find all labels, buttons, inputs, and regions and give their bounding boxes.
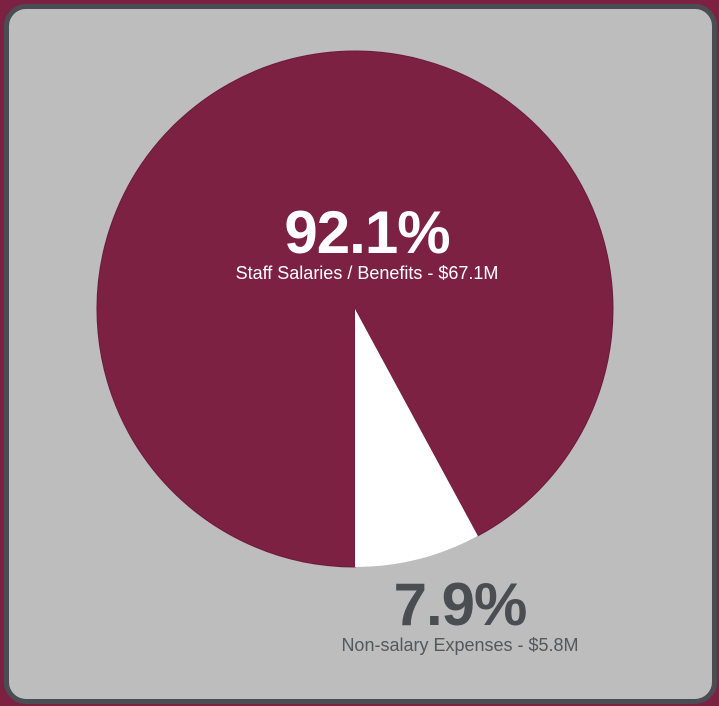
pie-slice-staff-salaries xyxy=(96,50,614,568)
pie-slice-non-salary xyxy=(355,309,478,567)
non-salary-percent-label: 7.9% xyxy=(393,571,528,638)
non-salary-description-label: Non-salary Expenses - $5.8M xyxy=(341,635,579,655)
slice-label-staff: 92.1% Staff Salaries / Benefits - $67.1M xyxy=(217,199,517,284)
staff-description-label: Staff Salaries / Benefits - $67.1M xyxy=(235,263,499,283)
slice-label-non-salary: 7.9% Non-salary Expenses - $5.8M xyxy=(310,571,610,656)
staff-percent-label: 92.1% xyxy=(284,199,450,266)
